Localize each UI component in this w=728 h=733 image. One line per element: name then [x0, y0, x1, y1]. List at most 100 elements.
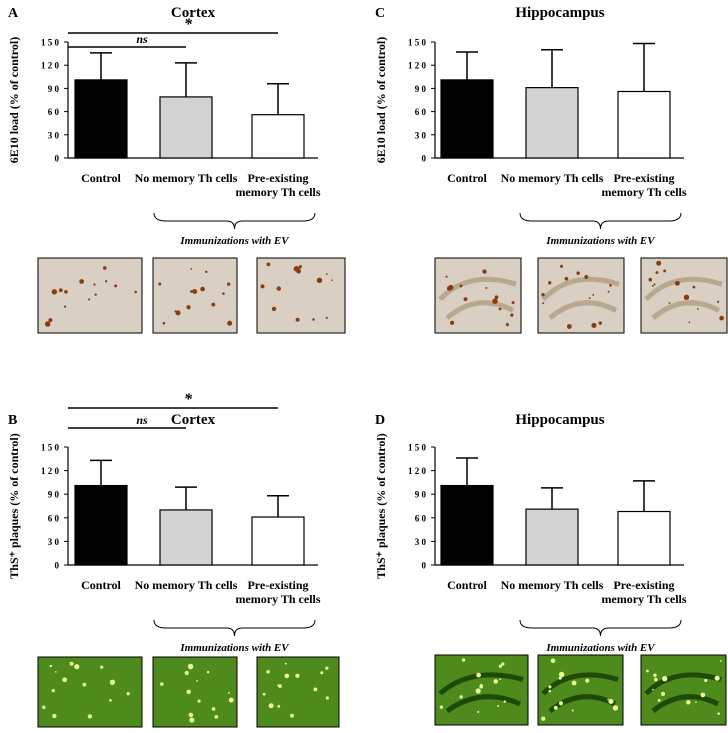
- significance-label: *: [184, 391, 193, 408]
- micrograph-bg: [152, 257, 238, 334]
- panel-title: Hippocampus: [515, 412, 604, 428]
- plaque: [228, 691, 230, 694]
- plaque: [720, 660, 722, 662]
- plaque: [592, 293, 595, 296]
- plaque: [87, 714, 93, 719]
- plaque: [230, 700, 233, 703]
- plaque: [100, 665, 104, 669]
- plaque: [271, 306, 277, 312]
- plaque: [94, 293, 97, 296]
- plaque: [548, 685, 552, 689]
- plaque: [52, 713, 57, 719]
- y-tick-label: 3 0: [48, 537, 60, 547]
- plaque: [206, 670, 210, 674]
- x-tick-label: No memory Th cells: [134, 171, 238, 185]
- plaque: [494, 295, 499, 300]
- plaque: [497, 704, 500, 707]
- group-label: Immunizations with EV: [545, 235, 656, 247]
- panel-title: Cortex: [171, 412, 216, 428]
- x-tick-label: Pre-existing memory Th cells: [601, 578, 687, 606]
- plaque: [284, 662, 287, 665]
- plaque: [558, 676, 562, 680]
- plaque: [653, 677, 658, 682]
- y-tick-label: 1 5 0: [41, 443, 60, 453]
- plaque: [268, 703, 274, 709]
- hippocampus-shape: [644, 672, 722, 713]
- micrograph-bg: [640, 654, 727, 726]
- micrograph: [640, 654, 727, 726]
- x-tick-label: Control: [447, 578, 487, 592]
- significance-label: *: [184, 16, 193, 33]
- plaque: [558, 671, 565, 678]
- plaque: [492, 298, 498, 304]
- y-axis-label: ThS⁺ plaques (% of control): [374, 433, 388, 578]
- plaque: [278, 684, 282, 688]
- plaque: [228, 697, 234, 703]
- plaque: [696, 308, 699, 310]
- bar: [74, 79, 128, 159]
- plaque: [692, 285, 696, 289]
- y-tick-label: 1 2 0: [41, 61, 60, 71]
- plaque: [476, 672, 481, 678]
- plaque: [479, 684, 484, 689]
- plaque: [591, 322, 597, 329]
- x-tick-label: Control: [81, 578, 121, 592]
- plaque: [542, 302, 545, 305]
- plaque: [493, 679, 499, 684]
- plaque: [499, 678, 502, 681]
- micrograph: [256, 257, 346, 334]
- group-brace: [153, 212, 316, 230]
- micrograph-bg: [434, 257, 522, 334]
- plaque: [266, 670, 270, 674]
- plaque: [266, 262, 271, 267]
- plaque: [189, 717, 195, 723]
- plaque: [688, 321, 691, 324]
- plaque: [607, 290, 610, 293]
- plaque: [62, 677, 68, 683]
- plaque: [560, 264, 564, 268]
- plaque: [505, 323, 509, 327]
- plaque: [584, 275, 589, 279]
- plaque: [571, 709, 574, 712]
- plaque: [450, 320, 455, 325]
- group-brace: [153, 619, 316, 637]
- plaque: [482, 269, 487, 274]
- plaque: [541, 292, 545, 297]
- group-brace: [519, 619, 682, 637]
- y-tick-label: 3 0: [415, 537, 427, 547]
- plaque: [700, 692, 706, 698]
- plaque: [74, 664, 80, 670]
- plaque: [186, 305, 191, 310]
- plaque: [652, 688, 654, 691]
- plaque: [192, 289, 198, 295]
- plaque: [477, 710, 480, 713]
- plaque: [312, 318, 315, 321]
- plaque: [541, 716, 546, 721]
- plaque: [686, 700, 691, 705]
- plaque: [277, 684, 279, 687]
- plaque: [109, 679, 116, 685]
- y-tick-label: 1 2 0: [41, 466, 60, 476]
- hippocampus-shape: [644, 276, 723, 320]
- bar: [440, 484, 494, 566]
- y-tick-label: 9 0: [48, 490, 60, 500]
- plaque: [187, 663, 194, 670]
- plaque: [503, 700, 506, 703]
- plaque: [109, 699, 112, 702]
- plaque: [459, 695, 463, 699]
- plaque: [657, 699, 661, 702]
- plaque: [609, 284, 612, 287]
- bar: [440, 79, 494, 159]
- plaque: [44, 321, 51, 327]
- plaque: [548, 281, 552, 285]
- plaque: [459, 284, 463, 288]
- plaque: [105, 280, 108, 283]
- plaque: [190, 267, 193, 270]
- bar: [617, 510, 671, 566]
- plaque: [284, 673, 290, 679]
- plaque: [63, 305, 67, 308]
- plaque: [55, 671, 57, 673]
- plaque: [645, 669, 649, 673]
- plaque: [51, 289, 58, 295]
